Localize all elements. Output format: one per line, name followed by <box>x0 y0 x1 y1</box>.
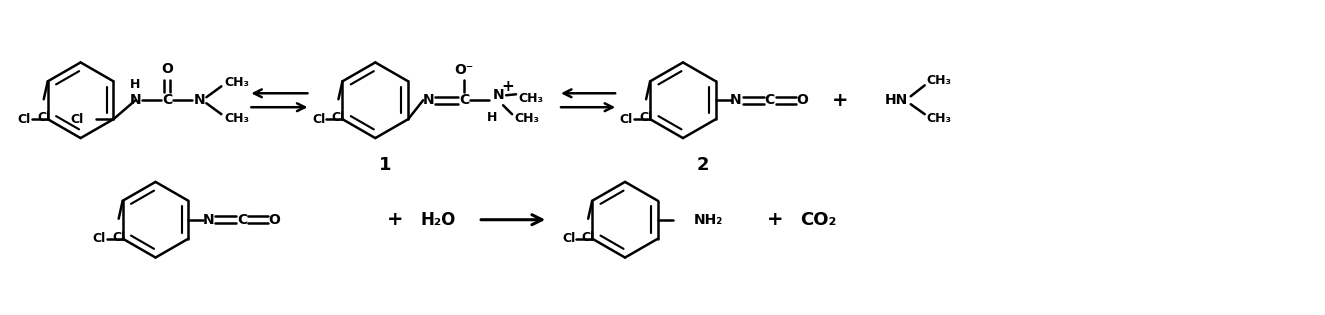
Text: Cl: Cl <box>37 111 50 124</box>
Text: C: C <box>458 93 469 107</box>
Text: Cl: Cl <box>640 111 653 124</box>
Text: CH₃: CH₃ <box>518 92 543 105</box>
Text: Cl: Cl <box>70 113 83 126</box>
Text: N: N <box>130 93 142 107</box>
Text: CH₃: CH₃ <box>514 112 539 125</box>
Text: Cl: Cl <box>620 113 633 126</box>
Text: N: N <box>193 93 205 107</box>
Text: 1: 1 <box>379 156 392 174</box>
Text: N: N <box>203 213 215 227</box>
Text: C: C <box>162 93 172 107</box>
Text: O: O <box>796 93 808 107</box>
Text: NH₂: NH₂ <box>694 213 723 227</box>
Text: O⁻: O⁻ <box>454 63 474 77</box>
Text: Cl: Cl <box>113 231 126 244</box>
Text: O: O <box>162 62 174 77</box>
Text: Cl: Cl <box>562 232 575 245</box>
Text: H: H <box>130 78 140 91</box>
Text: +: + <box>502 79 514 94</box>
Text: Cl: Cl <box>331 111 344 124</box>
Text: Cl: Cl <box>582 231 595 244</box>
Text: N: N <box>493 88 504 102</box>
Text: Cl: Cl <box>93 232 106 245</box>
Text: 2: 2 <box>697 156 709 174</box>
Text: Cl: Cl <box>17 113 30 126</box>
Text: CH₃: CH₃ <box>224 76 249 89</box>
Text: CH₃: CH₃ <box>926 74 951 87</box>
Text: H₂O: H₂O <box>420 211 456 229</box>
Text: H: H <box>486 111 497 124</box>
Text: Cl: Cl <box>313 113 326 126</box>
Text: N: N <box>423 93 435 107</box>
Text: CH₃: CH₃ <box>224 112 249 125</box>
Text: +: + <box>767 210 783 229</box>
Text: O: O <box>269 213 281 227</box>
Text: CO₂: CO₂ <box>800 211 836 229</box>
Text: CH₃: CH₃ <box>926 112 951 125</box>
Text: +: + <box>387 210 404 229</box>
Text: C: C <box>237 213 248 227</box>
Text: N: N <box>730 93 742 107</box>
Text: +: + <box>832 91 848 110</box>
Text: C: C <box>765 93 775 107</box>
Text: HN: HN <box>885 93 908 107</box>
